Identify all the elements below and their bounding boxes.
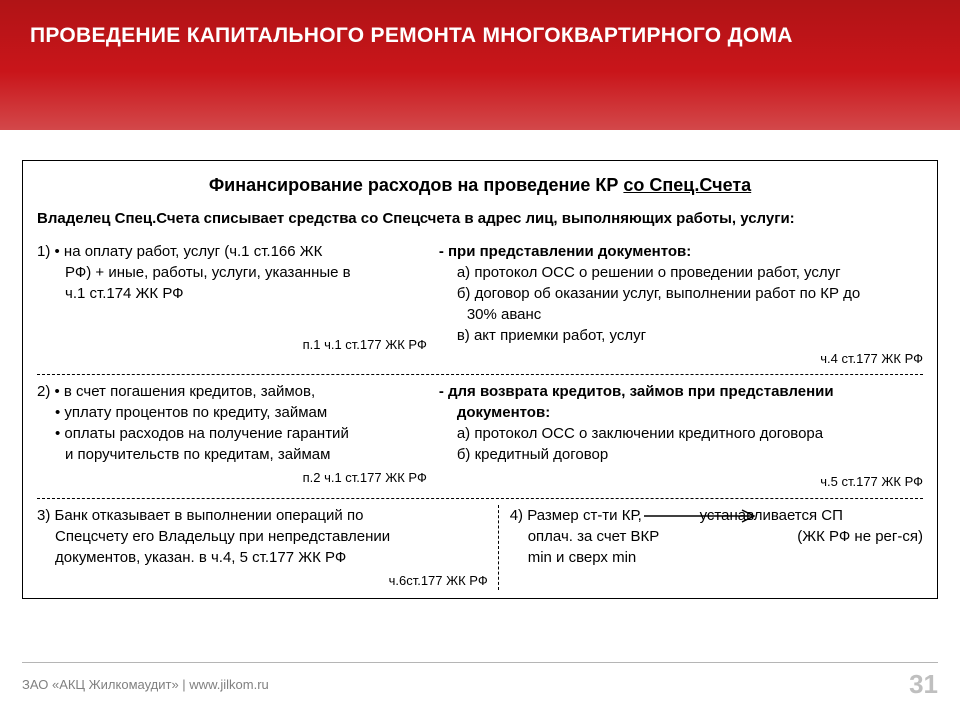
- r2l-ref: п.2 ч.1 ст.177 ЖК РФ: [37, 469, 427, 487]
- r2l-l2: • уплату процентов по кредиту, займам: [37, 402, 427, 423]
- row1-left: 1) • на оплату работ, услуг (ч.1 ст.166 …: [37, 241, 427, 368]
- r3rc1-l3: min и сверх min: [510, 547, 692, 568]
- r2l-l3: • оплаты расходов на получение гарантий: [37, 423, 427, 444]
- r3l-l3: документов, указан. в ч.4, 5 ст.177 ЖК Р…: [37, 547, 488, 568]
- r1l-ref: п.1 ч.1 ст.177 ЖК РФ: [37, 336, 427, 354]
- row3-left: 3) Банк отказывает в выполнении операций…: [37, 505, 498, 590]
- row3-right: 4) Размер ст-ти КР, оплач. за счет ВКР m…: [498, 505, 923, 590]
- r3l-l1: 3) Банк отказывает в выполнении операций…: [37, 505, 488, 526]
- owner-line: Владелец Спец.Счета списывает средства с…: [37, 208, 923, 229]
- vertical-dashed-separator: [498, 505, 499, 590]
- row2-left: 2) • в счет погашения кредитов, займов, …: [37, 381, 427, 491]
- r2l-l1: 2) • в счет погашения кредитов, займов,: [37, 381, 427, 402]
- page-number: 31: [909, 669, 938, 700]
- r2r-l1: - для возврата кредитов, займов при пред…: [439, 381, 923, 402]
- list-row-2: 2) • в счет погашения кредитов, займов, …: [37, 381, 923, 491]
- content-subtitle: Финансирование расходов на проведение КР…: [37, 173, 923, 198]
- r1r-ref: ч.4 ст.177 ЖК РФ: [439, 350, 923, 368]
- header-band: ПРОВЕДЕНИЕ КАПИТАЛЬНОГО РЕМОНТА МНОГОКВА…: [0, 0, 960, 130]
- list-row-1: 1) • на оплату работ, услуг (ч.1 ст.166 …: [37, 241, 923, 368]
- r1l-l3: ч.1 ст.174 ЖК РФ: [37, 283, 427, 304]
- content-box: Финансирование расходов на проведение КР…: [22, 160, 938, 599]
- dashed-separator-1: [37, 374, 923, 375]
- row2-right: - для возврата кредитов, займов при пред…: [439, 381, 923, 491]
- dashed-separator-2: [37, 498, 923, 499]
- r3l-ref: ч.6ст.177 ЖК РФ: [37, 572, 488, 590]
- r1r-l4: 30% аванс: [439, 304, 923, 325]
- row1-right: - при представлении документов: а) прото…: [439, 241, 923, 368]
- r1r-l2: а) протокол ОСС о решении о проведении р…: [439, 262, 923, 283]
- arrow-icon: [642, 507, 762, 525]
- footer: ЗАО «АКЦ Жилкомаудит» | www.jilkom.ru 31: [22, 662, 938, 700]
- footer-text: ЗАО «АКЦ Жилкомаудит» | www.jilkom.ru: [22, 677, 269, 692]
- r3l-l2: Спецсчету его Владельцу при непредставле…: [37, 526, 488, 547]
- r1r-l3: б) договор об оказании услуг, выполнении…: [439, 283, 923, 304]
- page-title: ПРОВЕДЕНИЕ КАПИТАЛЬНОГО РЕМОНТА МНОГОКВА…: [30, 24, 930, 48]
- r1l-l2: РФ) + иные, работы, услуги, указанные в: [37, 262, 427, 283]
- subtitle-prefix: Финансирование расходов на проведение КР: [209, 175, 624, 195]
- r1r-l1: - при представлении документов:: [439, 241, 923, 262]
- r1r-l5: в) акт приемки работ, услуг: [439, 325, 923, 346]
- r3rc2-l2: (ЖК РФ не рег-ся): [700, 526, 923, 547]
- list-row-3: 3) Банк отказывает в выполнении операций…: [37, 505, 923, 590]
- r1l-l1: 1) • на оплату работ, услуг (ч.1 ст.166 …: [37, 241, 427, 262]
- r3rc1-l2: оплач. за счет ВКР: [510, 526, 692, 547]
- r2r-l4: б) кредитный договор: [439, 444, 923, 465]
- subtitle-underlined: со Спец.Счета: [623, 175, 751, 195]
- r2r-l2: документов:: [439, 402, 923, 423]
- r2l-l4: и поручительств по кредитам, займам: [37, 444, 427, 465]
- r2r-l3: а) протокол ОСС о заключении кредитного …: [439, 423, 923, 444]
- r2r-ref: ч.5 ст.177 ЖК РФ: [439, 473, 923, 491]
